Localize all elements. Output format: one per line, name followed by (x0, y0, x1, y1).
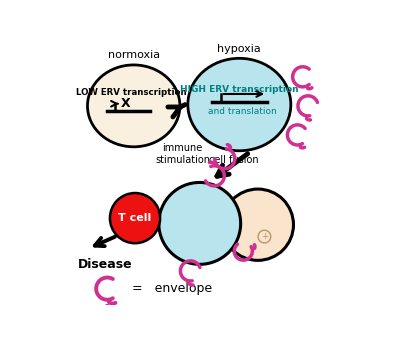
Text: HIGH ERV transcription: HIGH ERV transcription (180, 85, 299, 94)
Circle shape (110, 193, 160, 243)
Text: T cell: T cell (118, 213, 152, 223)
Text: X: X (120, 97, 130, 110)
Text: hypoxia: hypoxia (218, 44, 261, 54)
Text: Disease: Disease (78, 258, 133, 271)
Text: =   envelope: = envelope (132, 282, 212, 295)
Ellipse shape (88, 65, 180, 147)
Text: +: + (261, 232, 268, 241)
Text: immune
stimulation: immune stimulation (155, 143, 210, 165)
Circle shape (159, 182, 241, 264)
Circle shape (105, 304, 109, 308)
Text: normoxia: normoxia (108, 50, 160, 60)
Text: cell fusion: cell fusion (209, 155, 259, 165)
Circle shape (222, 189, 294, 260)
Text: and translation: and translation (208, 107, 276, 116)
Ellipse shape (188, 58, 291, 151)
Text: LOW ERV transcription: LOW ERV transcription (76, 88, 186, 97)
